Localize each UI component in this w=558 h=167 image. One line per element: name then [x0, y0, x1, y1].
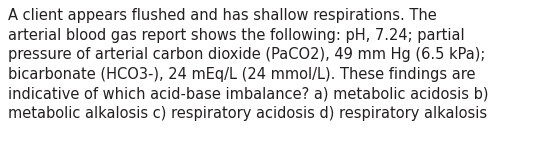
Text: A client appears flushed and has shallow respirations. The
arterial blood gas re: A client appears flushed and has shallow…	[8, 8, 489, 121]
